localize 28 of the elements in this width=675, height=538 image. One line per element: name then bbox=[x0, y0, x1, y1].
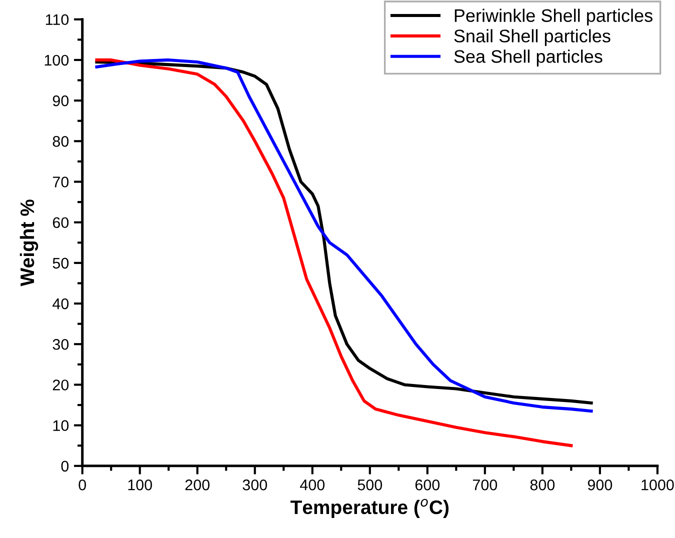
x-tick-label: 100 bbox=[128, 480, 152, 490]
y-tick-label: 20 bbox=[52, 380, 69, 390]
legend-label: Snail Shell particles bbox=[454, 29, 610, 46]
x-tick-label: 800 bbox=[530, 480, 555, 490]
y-tick-label: 80 bbox=[52, 136, 69, 147]
x-tick-label: 0 bbox=[78, 480, 86, 490]
y-tick-label: 50 bbox=[52, 258, 69, 269]
y-tick-label: 100 bbox=[44, 54, 69, 66]
x-tick-label: 600 bbox=[415, 480, 440, 490]
y-tick-label: 30 bbox=[52, 338, 69, 350]
y-tick-label: 60 bbox=[52, 217, 69, 228]
x-tick-label: 400 bbox=[300, 480, 325, 490]
y-tick-label: 10 bbox=[53, 420, 69, 431]
legend-label: Sea Shell particles bbox=[454, 50, 602, 66]
x-tick-label: 300 bbox=[242, 480, 268, 490]
x-tick-label: 700 bbox=[472, 480, 498, 490]
y-tick-label: 70 bbox=[52, 176, 69, 188]
x-tick-label: 900 bbox=[588, 480, 612, 490]
x-tick-label: 500 bbox=[358, 480, 382, 490]
x-axis-title: Temperature ($^{o}$C) bbox=[290, 498, 449, 518]
y-tick-label: 0 bbox=[61, 460, 69, 472]
y-tick-label: 40 bbox=[52, 298, 69, 310]
y-axis-title: Weight % bbox=[20, 200, 38, 286]
legend-label: Periwinkle Shell particles bbox=[454, 8, 652, 26]
y-tick-label: 110 bbox=[46, 14, 69, 26]
x-tick-label: 200 bbox=[185, 480, 210, 490]
x-tick-label: 1000 bbox=[642, 480, 674, 490]
y-tick-label: 90 bbox=[52, 95, 69, 106]
